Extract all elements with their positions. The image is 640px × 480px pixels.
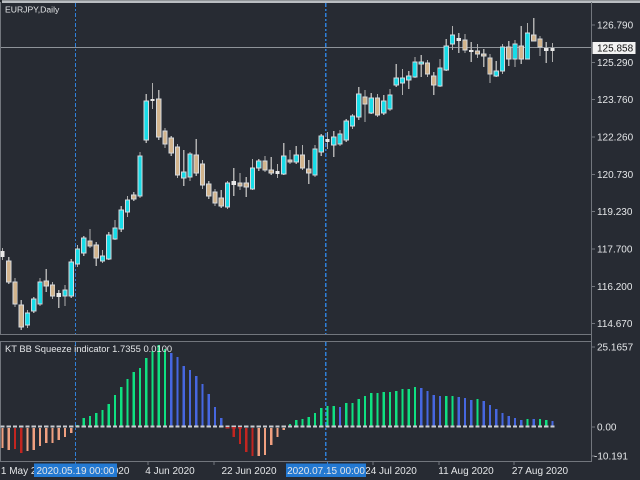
svg-text:119.230: 119.230	[597, 207, 633, 218]
svg-text:25.1657: 25.1657	[597, 343, 634, 354]
svg-text:116.200: 116.200	[597, 282, 633, 293]
svg-text:123.760: 123.760	[597, 95, 634, 106]
svg-text:120.730: 120.730	[597, 170, 634, 181]
svg-text:-10.191: -10.191	[594, 452, 628, 463]
svg-text:122.260: 122.260	[597, 133, 634, 144]
svg-text:11 Aug 2020: 11 Aug 2020	[438, 466, 494, 477]
svg-text:KT BB Squeeze indicator 1.7355: KT BB Squeeze indicator 1.7355 0.0100	[5, 343, 172, 354]
svg-text:114.670: 114.670	[597, 319, 633, 330]
svg-text:4 Jun 2020: 4 Jun 2020	[145, 466, 195, 477]
svg-text:24 Jul 2020: 24 Jul 2020	[365, 466, 417, 477]
svg-text:1 May 2020: 1 May 2020	[1, 466, 54, 477]
svg-text:27 Aug 2020: 27 Aug 2020	[512, 466, 569, 477]
svg-text:117.700: 117.700	[597, 245, 633, 256]
svg-text:EURJPY,Daily: EURJPY,Daily	[5, 5, 60, 15]
svg-text:2020.07.15 00:00: 2020.07.15 00:00	[287, 466, 365, 477]
svg-text:125.858: 125.858	[597, 44, 634, 55]
svg-text:126.790: 126.790	[597, 21, 634, 32]
svg-text:0.00: 0.00	[597, 423, 617, 434]
svg-text:125.290: 125.290	[597, 58, 634, 69]
svg-text:2020.05.19 00:00: 2020.05.19 00:00	[36, 466, 114, 477]
svg-text:22 Jun 2020: 22 Jun 2020	[221, 466, 276, 477]
